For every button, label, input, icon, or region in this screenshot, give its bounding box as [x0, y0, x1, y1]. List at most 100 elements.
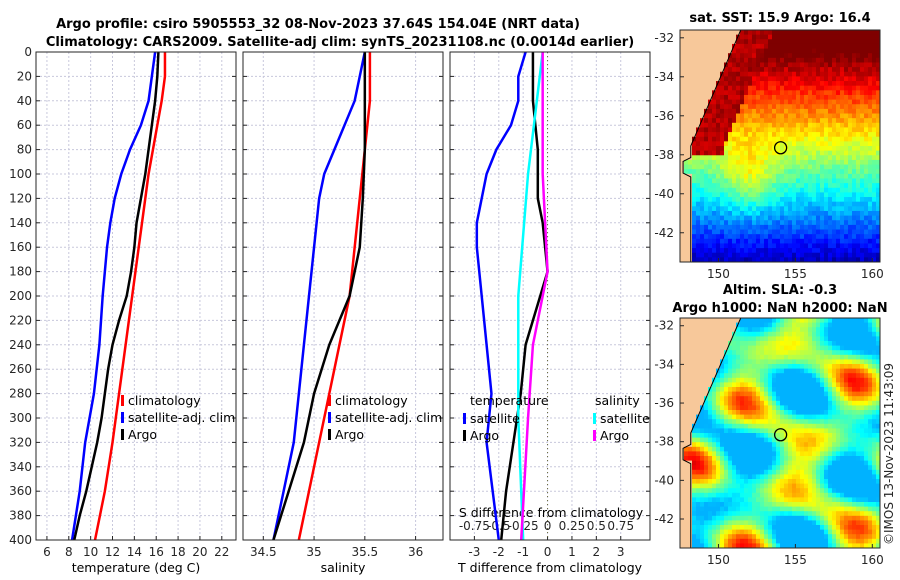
map-cell: [836, 108, 841, 115]
map-cell: [832, 396, 837, 402]
map-cell: [752, 497, 757, 503]
map-cell: [864, 108, 869, 115]
map-cell: [812, 39, 817, 45]
map-cell: [768, 460, 773, 466]
map-cell: [772, 108, 777, 115]
map-cell: [824, 359, 829, 365]
map-cell: [688, 183, 693, 189]
map-cell: [764, 529, 769, 535]
map-cell: [700, 359, 705, 365]
map-cell: [684, 197, 689, 203]
map-cell: [864, 141, 869, 147]
map-cell: [716, 410, 721, 416]
map-cell: [688, 113, 693, 119]
map-cell: [744, 368, 749, 374]
map-cell: [748, 85, 753, 91]
map-cell: [800, 364, 805, 370]
map-cell: [748, 197, 753, 203]
map-cell: [680, 520, 685, 526]
map-cell: [804, 122, 809, 128]
map-cell: [788, 387, 793, 393]
map-cell: [704, 506, 709, 512]
map-cell: [744, 469, 749, 475]
map-cell: [780, 108, 785, 115]
map-cell: [700, 57, 705, 63]
map-cell: [812, 57, 817, 63]
map-cell: [816, 81, 821, 87]
map-cell: [848, 483, 853, 489]
map-cell: [692, 451, 697, 457]
legend-label: climatology: [335, 393, 408, 408]
map-cell: [836, 94, 841, 101]
map-cell: [788, 479, 793, 485]
map-cell: [704, 164, 709, 170]
map-cell: [732, 127, 737, 133]
map-cell: [748, 451, 753, 457]
map-cell: [824, 474, 829, 480]
map-cell: [688, 364, 693, 370]
map-cell: [832, 141, 837, 147]
map-cell: [756, 108, 761, 115]
map-cell: [736, 336, 741, 342]
map-cell: [824, 400, 829, 406]
map-cell: [688, 99, 693, 105]
map-cell: [704, 224, 709, 231]
map-cell: [680, 318, 685, 324]
map-cell: [700, 201, 705, 207]
map-cell: [788, 359, 793, 365]
map-cell: [824, 146, 829, 152]
map-cell: [680, 206, 685, 212]
map-cell: [860, 243, 865, 249]
map-cell: [756, 525, 761, 531]
map-cell: [716, 364, 721, 370]
map-cell: [820, 387, 825, 393]
map-cell: [748, 483, 753, 489]
map-cell: [732, 529, 737, 535]
map-cell: [772, 354, 777, 360]
map-cell: [816, 43, 821, 50]
map-cell: [816, 234, 821, 240]
map-cell: [728, 368, 733, 374]
map-cell: [740, 183, 745, 189]
map-cell: [864, 85, 869, 91]
map-cell: [748, 192, 753, 198]
map-cell: [820, 224, 825, 231]
map-cell: [860, 99, 865, 105]
map-cell: [692, 104, 697, 110]
map-cell: [864, 192, 869, 198]
map-cell: [788, 210, 793, 217]
map-cell: [780, 90, 785, 96]
map-cell: [868, 164, 873, 170]
map-cell: [840, 113, 845, 119]
map-cell: [736, 76, 741, 82]
map-cell: [784, 410, 789, 416]
map-cell: [716, 525, 721, 531]
map-cell: [756, 460, 761, 466]
map-cell: [828, 456, 833, 462]
map-cell: [688, 127, 693, 133]
map-cell: [816, 506, 821, 512]
map-cell: [716, 479, 721, 485]
map-cell: [836, 327, 841, 333]
map-cell: [820, 104, 825, 110]
map-cell: [776, 90, 781, 96]
map-cell: [720, 43, 725, 50]
map-cell: [684, 127, 689, 133]
map-cell: [804, 359, 809, 365]
map-cell: [780, 192, 785, 198]
map-cell: [828, 43, 833, 50]
map-cell: [776, 159, 781, 166]
map-cell: [716, 474, 721, 480]
map-cell: [704, 30, 709, 36]
map-cell: [708, 465, 713, 471]
map-cell: [816, 391, 821, 397]
map-cell: [828, 479, 833, 485]
map-cell: [724, 39, 729, 45]
map-cell: [760, 368, 765, 374]
map-cell: [756, 382, 761, 388]
map-cell: [764, 387, 769, 393]
map-cell: [872, 67, 877, 73]
map-cell: [716, 183, 721, 189]
map-cell: [876, 206, 881, 212]
map-cell: [696, 492, 701, 498]
